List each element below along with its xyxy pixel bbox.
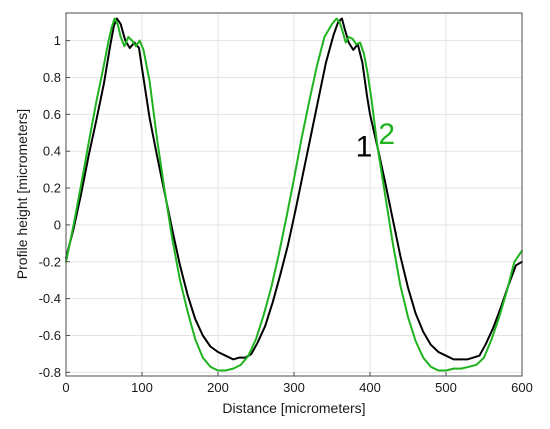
y-tick-label: -0.8	[39, 365, 61, 380]
y-axis-label: Profile height [micrometers]	[14, 109, 30, 279]
x-tick-label: 500	[435, 380, 457, 395]
x-tick-label: 300	[283, 380, 305, 395]
series-annotation: 2	[378, 118, 395, 151]
y-tick-label: 0.6	[43, 107, 61, 122]
series-line-1	[65, 17, 523, 361]
x-tick-label: 100	[131, 380, 153, 395]
y-tick-label: 1	[54, 33, 61, 48]
series-line-2	[65, 17, 523, 372]
y-tick-label: 0.4	[43, 144, 61, 159]
series-annotation: 1	[356, 131, 373, 164]
y-tick-label: -0.6	[39, 328, 61, 343]
x-tick-label: 0	[62, 380, 69, 395]
y-tick-label: -0.2	[39, 254, 61, 269]
y-tick-label: 0.8	[43, 70, 61, 85]
x-axis-label: Distance [micrometers]	[222, 400, 365, 416]
x-tick-label: 600	[511, 380, 533, 395]
y-tick-label: 0.2	[43, 181, 61, 196]
y-tick-label: 0	[54, 217, 61, 232]
tick-labels: 0 100 200 300 400 500 600 -0.8 -0.6 -0.4 -0.2 0 0.2 0…	[39, 33, 533, 395]
x-tick-label: 400	[359, 380, 381, 395]
y-tick-label: -0.4	[39, 291, 61, 306]
x-tick-label: 200	[207, 380, 229, 395]
series-layer	[65, 17, 523, 372]
